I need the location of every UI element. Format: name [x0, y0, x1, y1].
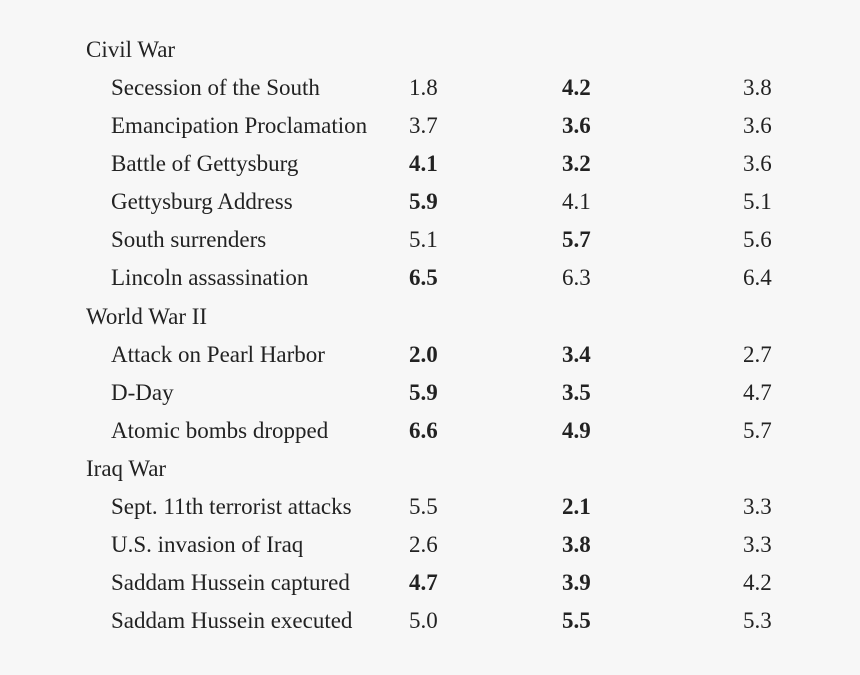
value-col-2: 4.2 — [562, 75, 591, 100]
value-col-3: 3.6 — [743, 113, 772, 138]
event-label: Battle of Gettysburg — [111, 151, 299, 176]
value-col-1: 5.5 — [409, 494, 438, 519]
value-col-2: 3.2 — [562, 151, 591, 176]
value-col-3: 4.7 — [743, 380, 772, 405]
value-col-3: 5.3 — [743, 608, 772, 633]
event-label: Saddam Hussein executed — [111, 608, 353, 633]
value-col-1: 5.9 — [409, 380, 438, 405]
value-col-1: 5.1 — [409, 227, 438, 252]
section-header-world-war-ii: World War II — [0, 298, 860, 336]
value-col-1: 4.1 — [409, 151, 438, 176]
value-col-3: 3.3 — [743, 532, 772, 557]
value-col-2: 3.5 — [562, 380, 591, 405]
event-label: D-Day — [111, 380, 174, 405]
table-row: U.S. invasion of Iraq 2.6 3.8 3.3 — [0, 526, 860, 564]
event-label: Secession of the South — [111, 75, 320, 100]
table-row: Secession of the South 1.8 4.2 3.8 — [0, 69, 860, 107]
event-label: Attack on Pearl Harbor — [111, 342, 325, 367]
table-row: D-Day 5.9 3.5 4.7 — [0, 374, 860, 412]
section-title: World War II — [86, 304, 208, 329]
event-label: Sept. 11th terrorist attacks — [111, 494, 352, 519]
table-row: Atomic bombs dropped 6.6 4.9 5.7 — [0, 412, 860, 450]
event-label: Emancipation Proclamation — [111, 113, 368, 138]
table-row: Gettysburg Address 5.9 4.1 5.1 — [0, 183, 860, 221]
section-header-iraq-war: Iraq War — [0, 450, 860, 488]
event-label: Saddam Hussein captured — [111, 570, 350, 595]
value-col-2: 3.8 — [562, 532, 591, 557]
value-col-1: 4.7 — [409, 570, 438, 595]
value-col-1: 5.0 — [409, 608, 438, 633]
value-col-3: 5.6 — [743, 227, 772, 252]
value-col-1: 3.7 — [409, 113, 438, 138]
value-col-2: 5.7 — [562, 227, 591, 252]
table-row: Sept. 11th terrorist attacks 5.5 2.1 3.3 — [0, 488, 860, 526]
value-col-2: 6.3 — [562, 265, 591, 290]
table-row: Emancipation Proclamation 3.7 3.6 3.6 — [0, 107, 860, 145]
value-col-3: 4.2 — [743, 570, 772, 595]
value-col-2: 4.1 — [562, 189, 591, 214]
table-row: Attack on Pearl Harbor 2.0 3.4 2.7 — [0, 336, 860, 374]
table-row: Lincoln assassination 6.5 6.3 6.4 — [0, 259, 860, 297]
section-title: Iraq War — [86, 456, 167, 481]
value-col-2: 4.9 — [562, 418, 591, 443]
value-col-1: 1.8 — [409, 75, 438, 100]
event-label: Gettysburg Address — [111, 189, 293, 214]
section-title: Civil War — [86, 37, 176, 62]
event-label: U.S. invasion of Iraq — [111, 532, 304, 557]
table-row: Battle of Gettysburg 4.1 3.2 3.6 — [0, 145, 860, 183]
table-row: South surrenders 5.1 5.7 5.6 — [0, 221, 860, 259]
table-row: Saddam Hussein captured 4.7 3.9 4.2 — [0, 564, 860, 602]
value-col-3: 2.7 — [743, 342, 772, 367]
value-col-3: 6.4 — [743, 265, 772, 290]
value-col-1: 5.9 — [409, 189, 438, 214]
value-col-3: 5.1 — [743, 189, 772, 214]
value-col-2: 3.6 — [562, 113, 591, 138]
value-col-1: 6.6 — [409, 418, 438, 443]
event-label: Atomic bombs dropped — [111, 418, 329, 443]
value-col-2: 2.1 — [562, 494, 591, 519]
value-col-1: 6.5 — [409, 265, 438, 290]
table-row: Saddam Hussein executed 5.0 5.5 5.3 — [0, 602, 860, 640]
value-col-3: 3.6 — [743, 151, 772, 176]
section-header-civil-war: Civil War — [0, 31, 860, 69]
value-col-1: 2.0 — [409, 342, 438, 367]
event-label: South surrenders — [111, 227, 267, 252]
value-col-2: 3.9 — [562, 570, 591, 595]
value-col-3: 3.8 — [743, 75, 772, 100]
value-col-2: 3.4 — [562, 342, 591, 367]
value-col-2: 5.5 — [562, 608, 591, 633]
event-label: Lincoln assassination — [111, 265, 309, 290]
value-col-3: 5.7 — [743, 418, 772, 443]
value-col-1: 2.6 — [409, 532, 438, 557]
value-col-3: 3.3 — [743, 494, 772, 519]
